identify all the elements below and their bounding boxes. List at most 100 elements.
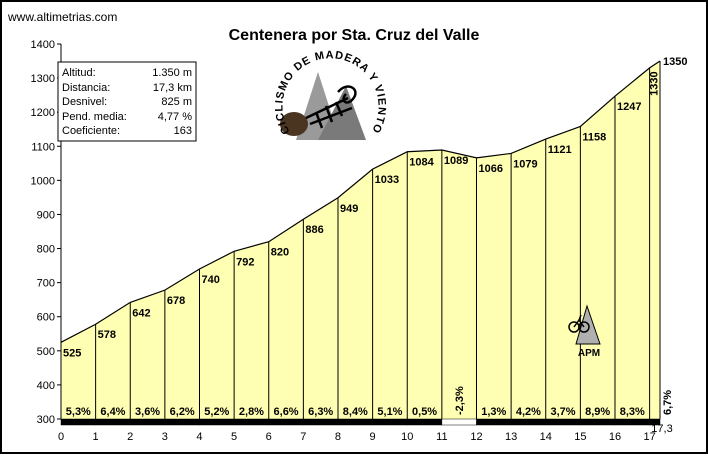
stat-label-pendiente: Pend. media:: [62, 111, 127, 123]
gradient-label: 3,7%: [551, 406, 576, 418]
x-tick-label: 4: [196, 431, 202, 443]
gradient-bar-segment: [303, 418, 339, 426]
altitude-label: 1158: [582, 132, 606, 144]
y-tick-label: 900: [37, 209, 55, 221]
plot-area: 3004005006007008009001000110012001300140…: [31, 39, 688, 443]
chart-title: Centenera por Sta. Cruz del Valle: [229, 27, 480, 44]
altitude-label: 1330: [649, 71, 661, 95]
gradient-bar-segment: [164, 418, 200, 426]
stat-value-distancia: 17,3 km: [153, 82, 192, 94]
y-tick-label: 400: [37, 380, 55, 392]
gradient-label: 6,4%: [100, 406, 125, 418]
altitude-label: 1066: [478, 163, 502, 175]
x-tick-label: 9: [370, 431, 376, 443]
gradient-label: 6,3%: [308, 406, 333, 418]
gradient-label: 5,2%: [204, 406, 229, 418]
gradient-label: -2,3%: [454, 386, 466, 415]
stat-label-coeficiente: Coeficiente:: [62, 125, 120, 137]
gradient-bar-segment: [649, 418, 661, 426]
y-tick-label: 300: [37, 414, 55, 426]
x-tick-label: 5: [231, 431, 237, 443]
x-tick-label: 7: [300, 431, 306, 443]
stat-label-distancia: Distancia:: [62, 82, 110, 94]
gradient-bar-segment: [580, 418, 616, 426]
gradient-label: 6,7%: [662, 390, 674, 415]
y-tick-label: 500: [37, 346, 55, 358]
altitude-label: 792: [236, 256, 254, 268]
x-tick-label: 17: [643, 431, 655, 443]
altitude-label: 949: [340, 203, 358, 215]
heart-icon: [337, 85, 357, 104]
gradient-bar-segment: [60, 418, 96, 426]
y-tick-label: 1400: [31, 39, 55, 51]
apm-marker: APM: [568, 304, 601, 359]
gradient-label: 6,6%: [274, 406, 299, 418]
y-tick-label: 1100: [31, 141, 55, 153]
x-tick-label: 14: [540, 431, 552, 443]
altitude-label: 1084: [409, 157, 434, 169]
altitude-label: 1121: [548, 144, 572, 156]
altitude-label: 740: [201, 274, 219, 286]
gradient-bar-segment: [268, 418, 304, 426]
altitude-label: 525: [63, 347, 81, 359]
stat-value-coeficiente: 163: [174, 125, 192, 137]
gradient-bar-segment: [406, 418, 443, 426]
altitude-label: 820: [271, 247, 289, 259]
gradient-label: 0,5%: [412, 406, 437, 418]
gradient-bar-segment: [129, 418, 166, 426]
altitude-label: 678: [167, 295, 185, 307]
gradient-label: 2,8%: [239, 406, 264, 418]
bike-wheel-icon: [578, 321, 590, 333]
stat-label-desnivel: Desnivel:: [62, 96, 107, 108]
site-url: www.altimetrias.com: [7, 10, 117, 24]
altitude-label: 642: [132, 307, 150, 319]
apm-label: APM: [578, 348, 600, 359]
gradient-label: 6,2%: [170, 406, 195, 418]
gradient-bar-segment: [337, 418, 373, 426]
gradient-bar-segment: [95, 418, 131, 426]
x-end-label: 17,3: [651, 423, 672, 435]
x-tick-label: 6: [266, 431, 272, 443]
x-tick-label: 13: [505, 431, 517, 443]
altitude-label: 1089: [444, 155, 468, 167]
altitude-label: 1350: [663, 56, 687, 68]
gradient-bar-segment: [441, 418, 477, 426]
altitude-label: 886: [305, 224, 323, 236]
gradient-bar-segment: [614, 418, 650, 426]
gradient-bar-segment: [199, 418, 235, 426]
x-tick-label: 16: [609, 431, 621, 443]
gradient-label: 5,3%: [66, 406, 91, 418]
profile-area: [61, 61, 660, 419]
gradient-label: 8,3%: [620, 406, 645, 418]
gradient-bar-segment: [233, 418, 269, 426]
x-tick-label: 1: [93, 431, 99, 443]
y-tick-label: 1200: [31, 107, 55, 119]
y-tick-label: 700: [37, 278, 55, 290]
x-tick-label: 12: [470, 431, 482, 443]
gradient-bar-segment: [476, 418, 512, 426]
bike-frame-icon: [573, 314, 585, 328]
gradient-label: 8,9%: [585, 406, 610, 418]
profile-line: [60, 60, 661, 343]
gradient-label: 5,1%: [377, 406, 402, 418]
stat-value-altitud: 1.350 m: [152, 67, 192, 79]
altitude-label: 578: [98, 329, 116, 341]
fish-bones-icon: [305, 96, 353, 129]
gradient-bar-segment: [545, 418, 581, 426]
gradient-label: 4,2%: [516, 406, 541, 418]
x-tick-label: 3: [162, 431, 168, 443]
x-tick-label: 2: [127, 431, 133, 443]
gradient-label: 1,3%: [481, 406, 506, 418]
gradient-bar-segment: [510, 418, 546, 426]
y-tick-label: 600: [37, 312, 55, 324]
fish-head-icon: [280, 112, 308, 136]
stats-box: Altitud: 1.350 m Distancia: 17,3 km Desn…: [57, 61, 197, 142]
stat-value-pendiente: 4,77 %: [158, 111, 192, 123]
gradient-bar-segment: [372, 418, 408, 426]
altitude-label: 1079: [513, 158, 537, 170]
stat-value-desnivel: 825 m: [161, 96, 192, 108]
y-tick-label: 800: [37, 244, 55, 256]
y-tick-label: 1000: [31, 175, 55, 187]
x-tick-label: 11: [436, 431, 447, 443]
